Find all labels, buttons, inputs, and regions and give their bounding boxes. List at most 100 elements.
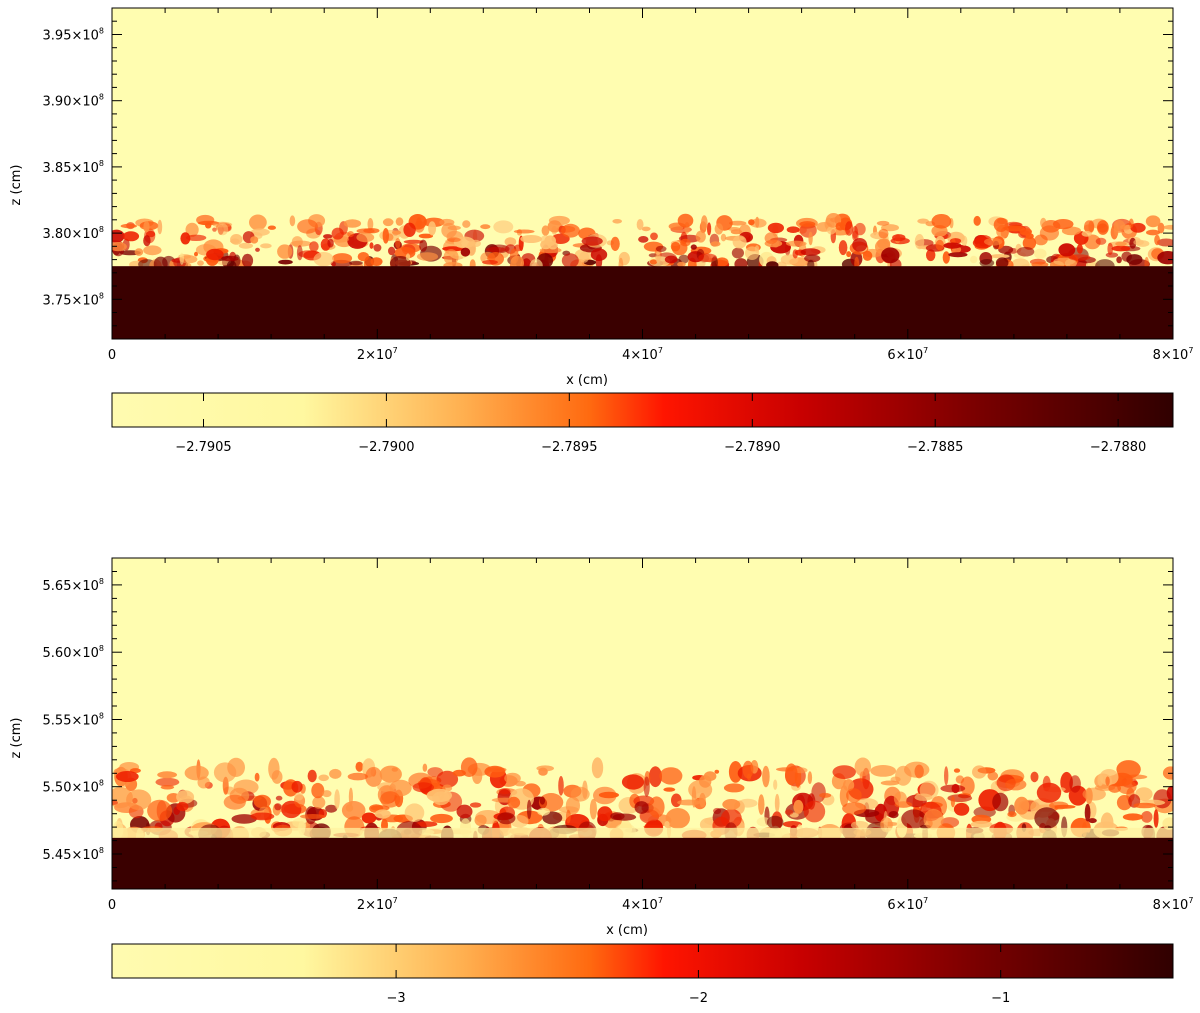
mixing-blob xyxy=(296,245,303,261)
mixing-blob xyxy=(250,812,275,821)
mixing-blob xyxy=(648,796,665,818)
mixing-blob xyxy=(134,248,144,256)
mixing-blob xyxy=(1157,238,1173,247)
mixing-blob xyxy=(754,245,760,253)
mixing-blob xyxy=(793,799,804,814)
y-tick-label: 5.50×108 xyxy=(43,779,104,796)
mixing-blob xyxy=(1084,803,1091,822)
mixing-blob xyxy=(223,794,246,810)
mixing-blob xyxy=(311,782,325,799)
mixing-blob xyxy=(217,223,229,236)
y-tick-label: 5.45×108 xyxy=(43,846,104,863)
mixing-blob xyxy=(291,236,303,248)
y-tick-label: 3.80×108 xyxy=(43,225,104,242)
mixing-blob xyxy=(970,820,993,828)
mixing-blob xyxy=(1135,787,1153,801)
mixing-blob xyxy=(892,234,906,242)
mixing-blob xyxy=(1007,811,1017,818)
mixing-blob xyxy=(394,246,416,259)
mixing-blob xyxy=(1133,802,1156,809)
mixing-blob xyxy=(255,247,260,252)
mixing-blob xyxy=(504,772,521,784)
mixing-blob xyxy=(345,804,354,812)
mixing-blob xyxy=(1107,242,1113,256)
bottom-heatmap xyxy=(112,558,1173,889)
mixing-blob xyxy=(370,257,383,266)
mixing-blob xyxy=(361,812,377,824)
mixing-blob xyxy=(480,224,491,230)
mixing-blob xyxy=(1153,809,1159,828)
mixing-blob xyxy=(1049,801,1069,810)
mixing-blob xyxy=(1040,217,1047,228)
mixing-blob xyxy=(486,246,506,253)
mixing-blob xyxy=(1133,239,1144,246)
mixing-blob xyxy=(1113,221,1119,237)
mixing-blob xyxy=(845,221,854,236)
mixing-blob xyxy=(953,802,970,816)
mixing-blob xyxy=(590,248,608,261)
top-x-axis-title: x (cm) xyxy=(566,373,608,388)
mixing-blob xyxy=(176,801,189,812)
colorbar-tick-label: −1 xyxy=(991,991,1010,1006)
x-tick-label: 0 xyxy=(108,898,116,913)
mixing-blob xyxy=(1122,813,1143,821)
mixing-blob xyxy=(634,801,649,814)
mixing-blob xyxy=(1119,224,1132,230)
mixing-blob xyxy=(989,254,1010,259)
mixing-blob xyxy=(1034,807,1060,829)
colorbar-tick-label: −2.7880 xyxy=(1090,440,1146,455)
mixing-blob xyxy=(267,225,276,230)
mixing-blob xyxy=(196,214,215,226)
mixing-blob xyxy=(447,237,461,242)
mixing-blob xyxy=(1076,243,1083,254)
mixing-blob xyxy=(348,787,353,806)
mixing-blob xyxy=(260,243,272,249)
mixing-blob xyxy=(143,221,150,233)
mixing-blob xyxy=(1115,241,1127,247)
mixing-blob xyxy=(197,260,204,266)
mixing-blob xyxy=(699,817,716,832)
mixing-blob xyxy=(732,235,747,249)
mixing-blob xyxy=(430,813,453,824)
mixing-blob xyxy=(539,796,546,805)
mixing-blob xyxy=(537,807,550,816)
mixing-blob xyxy=(723,783,745,793)
mixing-blob xyxy=(1145,215,1161,228)
y-tick-label: 3.75×108 xyxy=(43,291,104,308)
mixing-blob xyxy=(1126,254,1143,265)
x-tick-label: 8×107 xyxy=(1153,896,1194,913)
colorbar-tick-label: −2 xyxy=(689,991,708,1006)
mixing-blob xyxy=(923,808,944,830)
mixing-blob xyxy=(671,793,682,808)
mixing-blob xyxy=(748,219,755,226)
x-tick-label: 0 xyxy=(108,348,116,363)
mixing-blob xyxy=(513,229,535,234)
mixing-blob xyxy=(213,762,237,783)
mixing-blob xyxy=(185,234,207,241)
mixing-blob xyxy=(456,804,473,819)
x-tick-label: 8×107 xyxy=(1153,346,1194,363)
mixing-blob xyxy=(803,800,826,823)
mixing-blob xyxy=(157,219,163,235)
mixing-blob xyxy=(418,233,434,239)
mixing-blob xyxy=(678,254,689,264)
mixing-blob xyxy=(995,257,1009,269)
mixing-blob xyxy=(659,767,683,785)
mixing-blob xyxy=(973,215,981,226)
mixing-blob xyxy=(185,222,199,237)
mixing-blob xyxy=(581,236,603,246)
mixing-blob xyxy=(520,235,542,243)
mixing-blob xyxy=(416,217,422,228)
mixing-blob xyxy=(122,231,140,242)
mixing-blob xyxy=(664,255,678,264)
mixing-blob xyxy=(249,214,267,231)
mixing-blob xyxy=(300,814,326,819)
mixing-blob xyxy=(665,808,690,829)
mixing-blob xyxy=(638,236,649,243)
mixing-blob xyxy=(334,789,340,809)
mixing-blob xyxy=(365,766,383,787)
top-colorbar xyxy=(111,392,1174,428)
mixing-blob xyxy=(738,798,758,808)
mixing-blob xyxy=(720,808,742,829)
colorbar-tick-label: −2.7885 xyxy=(907,440,963,455)
